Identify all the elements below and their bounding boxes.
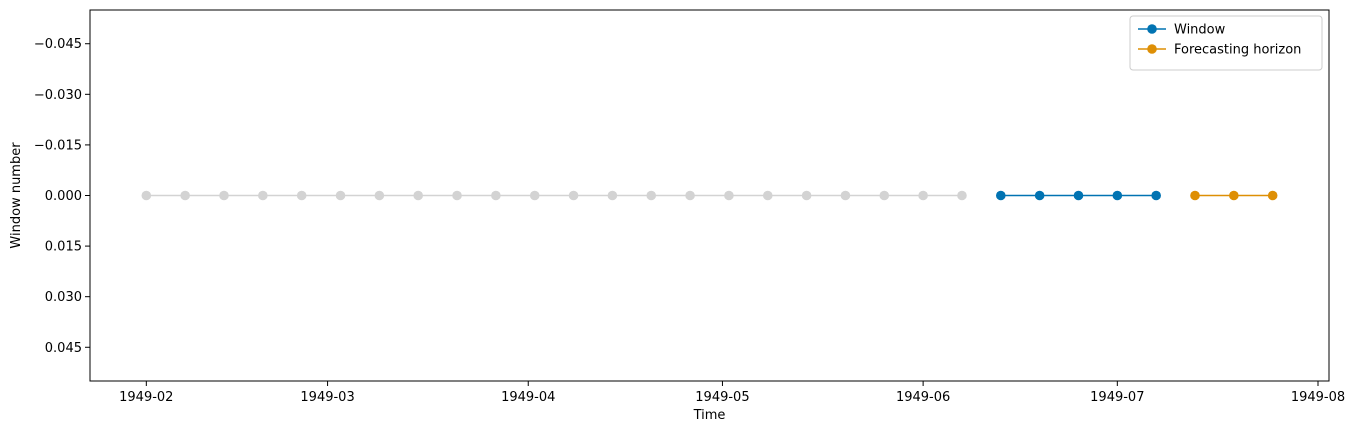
data-point — [1229, 190, 1239, 201]
x-tick-label: 1949-04 — [501, 390, 555, 405]
data-point — [219, 190, 229, 201]
y-tick-label: −0.015 — [34, 138, 82, 153]
data-point — [1151, 190, 1161, 201]
x-axis-ticks: 1949-02 1949-03 1949-04 1949-05 1949-06 1949-… — [119, 381, 1345, 405]
data-point — [607, 190, 618, 201]
x-tick-label: 1949-03 — [300, 390, 354, 405]
y-tick-label: −0.030 — [34, 88, 82, 103]
series-2 — [1190, 190, 1278, 201]
legend-marker — [1147, 24, 1157, 34]
data-point — [996, 190, 1006, 201]
data-point — [529, 190, 540, 201]
y-tick-label: −0.045 — [34, 37, 82, 52]
data-point — [685, 190, 695, 201]
y-tick-label: 0.045 — [45, 341, 82, 356]
legend-marker — [1147, 44, 1157, 54]
x-tick-label: 1949-02 — [119, 390, 173, 405]
data-point — [879, 190, 890, 201]
x-tick-label: 1949-08 — [1291, 390, 1345, 405]
series-0 — [141, 190, 967, 201]
x-tick-label: 1949-07 — [1090, 390, 1144, 405]
data-point — [1112, 190, 1123, 201]
data-point — [918, 190, 928, 201]
y-tick-label: 0.015 — [45, 240, 82, 255]
data-point — [1073, 190, 1084, 201]
legend-item: Forecasting horizon — [1138, 43, 1301, 58]
data-point — [724, 190, 734, 201]
data-point — [957, 190, 967, 201]
data-point — [646, 190, 657, 201]
data-point — [335, 190, 346, 201]
data-point — [491, 190, 501, 201]
data-point — [1267, 190, 1278, 201]
legend-label: Window — [1174, 23, 1226, 38]
y-tick-label: 0.030 — [45, 290, 82, 305]
legend-box — [1129, 15, 1323, 71]
data-point — [762, 190, 773, 201]
y-tick-label: 0.000 — [45, 189, 82, 204]
x-tick-label: 1949-06 — [896, 390, 950, 405]
data-point — [1190, 190, 1200, 201]
y-axis-label: Window number — [9, 142, 24, 249]
data-point — [296, 190, 307, 201]
data-point — [180, 190, 190, 201]
plot-layer — [141, 190, 1278, 201]
legend: Window Forecasting horizon — [1129, 15, 1323, 71]
series-1 — [996, 190, 1161, 201]
data-point — [801, 190, 812, 201]
data-point — [568, 190, 579, 201]
data-point — [840, 190, 851, 201]
data-point — [1034, 190, 1045, 201]
legend-label: Forecasting horizon — [1174, 43, 1301, 58]
y-axis-ticks: −0.045 −0.030 −0.015 0.000 0.015 0.030 0.045 — [34, 37, 90, 356]
x-axis-label: Time — [693, 408, 726, 423]
legend-item: Window — [1138, 23, 1226, 38]
data-point — [452, 190, 462, 201]
data-point — [413, 190, 423, 201]
x-tick-label: 1949-05 — [695, 390, 749, 405]
data-point — [258, 190, 268, 201]
data-point — [141, 190, 152, 201]
data-point — [374, 190, 385, 201]
